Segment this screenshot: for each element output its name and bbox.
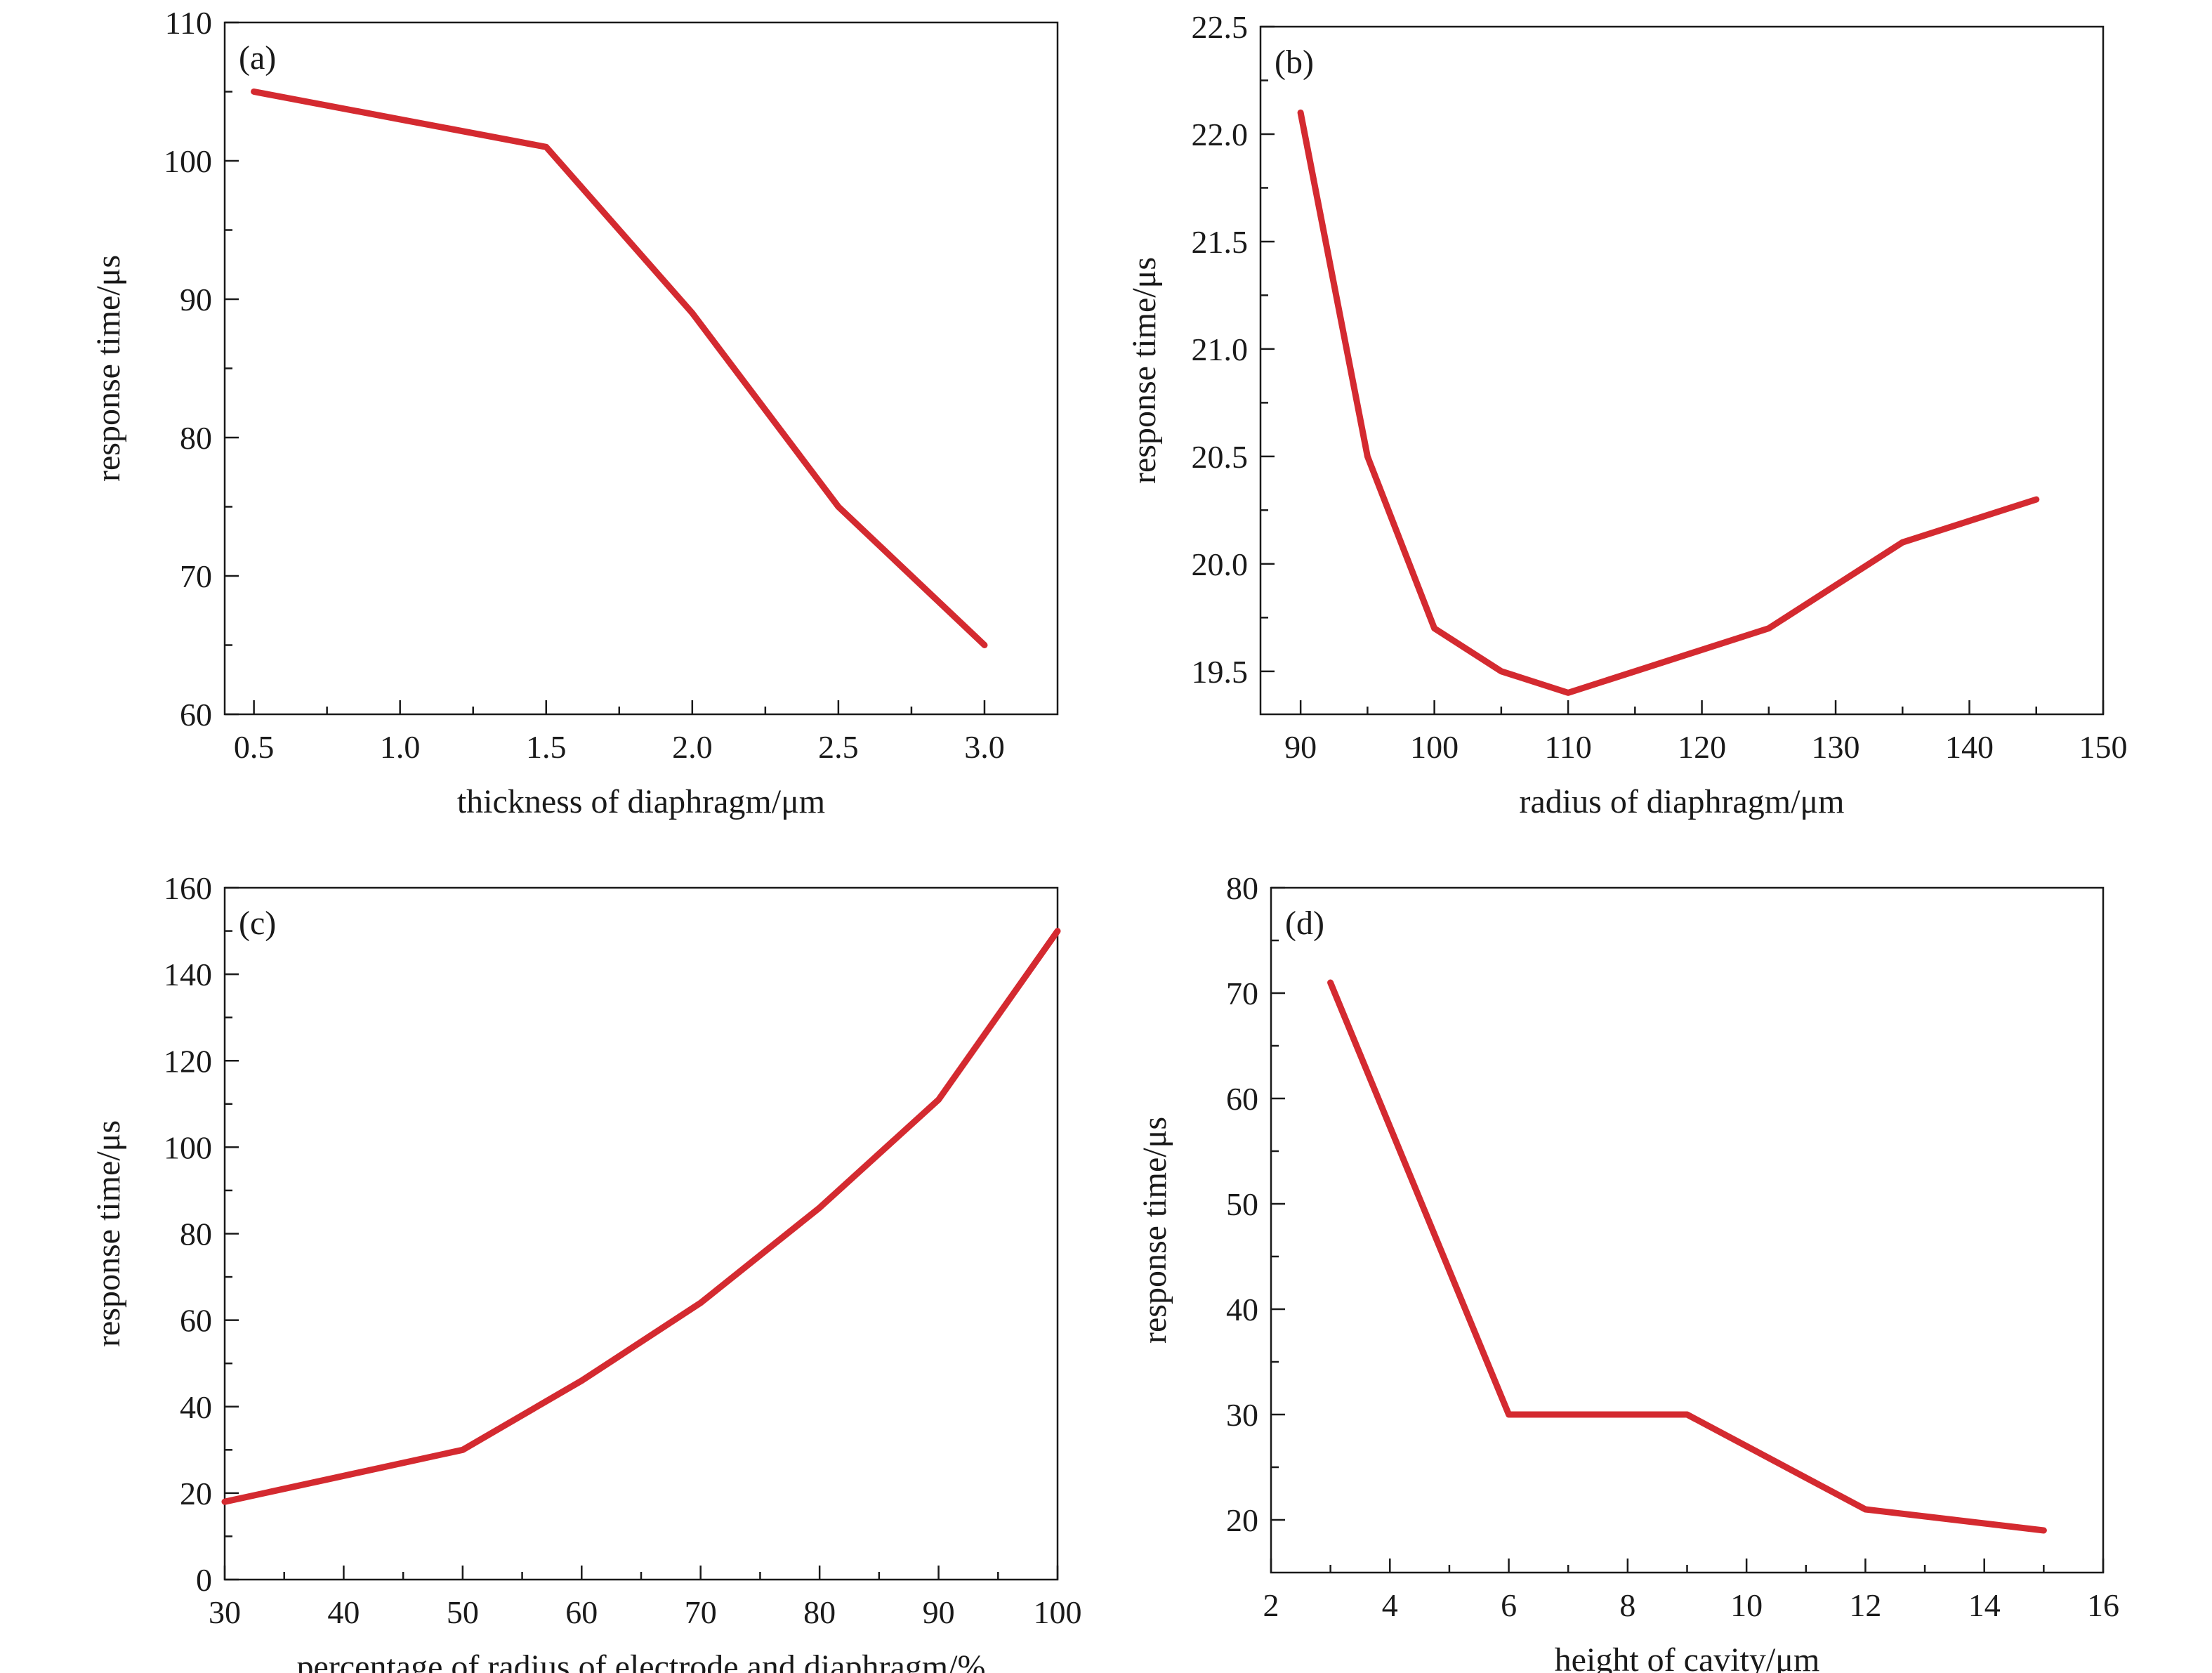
y-tick-label: 0 [196,1562,212,1598]
y-axis-title: response time/μs [1136,1117,1173,1344]
x-axis-title: radius of diaphragm/μm [1520,783,1845,820]
y-tick-label: 160 [164,870,212,906]
x-tick-label: 130 [1812,729,1860,765]
panel-d: 2 4 6 8 10 12 14 16 20 30 40 50 60 70 80 height of cavi… [1136,870,2119,1673]
y-tick-label: 20.0 [1192,546,1249,582]
x-tick-label: 70 [685,1594,717,1630]
y-tick-label: 90 [180,282,212,317]
y-tick-label: 70 [180,558,212,594]
x-axis-title: thickness of diaphragm/μm [457,783,825,820]
y-tick-label: 60 [180,1303,212,1339]
y-tick-label: 50 [1226,1186,1258,1222]
x-tick-label: 60 [565,1594,598,1630]
panel-label: (d) [1285,905,1324,942]
x-tick-label: 150 [2079,729,2128,765]
x-axis-title: percentage of radius of electrode and di… [297,1648,986,1673]
panel-a: 0.5 1.0 1.5 2.0 2.5 3.0 60 70 80 90 100 110 thicknes… [90,5,1059,820]
series-line [251,88,988,648]
y-tick-label: 20 [1226,1502,1258,1538]
y-tick-label: 110 [165,5,212,41]
x-tick-label: 0.5 [234,729,275,765]
panel-b: 90 100 110 120 130 140 150 19.5 20.0 20.5 21.0 21.5… [1126,9,2128,820]
series-line [221,928,1061,1505]
x-tick-label: 6 [1501,1587,1517,1623]
x-tick-label: 100 [1410,729,1459,765]
x-tick-label: 4 [1382,1587,1398,1623]
x-tick-label: 14 [1968,1587,2001,1623]
y-tick-label: 60 [180,697,212,733]
y-tick-label: 40 [1226,1292,1258,1327]
x-tick-label: 40 [327,1594,360,1630]
plot-frame [1270,886,2105,1574]
x-tick-label: 140 [1945,729,1994,765]
x-tick-label: 30 [209,1594,241,1630]
y-tick-label: 19.5 [1192,654,1249,690]
x-tick-label: 90 [923,1594,955,1630]
x-tick-label: 110 [1544,729,1591,765]
y-tick-label: 30 [1226,1397,1258,1433]
y-tick-label: 70 [1226,976,1258,1011]
series-line [1297,109,2040,696]
y-tick-label: 80 [180,1216,212,1252]
y-tick-label: 22.5 [1192,9,1249,45]
x-tick-label: 90 [1284,729,1317,765]
y-tick-label: 80 [1226,870,1258,906]
panel-label: (c) [239,905,276,942]
x-tick-label: 2.5 [818,729,859,765]
series-line [1327,979,2047,1534]
y-tick-label: 22.0 [1192,117,1249,152]
panel-c: 30 40 50 60 70 80 90 100 0 20 40 60 80 100 120 140 160 pe… [90,870,1082,1673]
plot-frame [1259,25,2105,716]
x-tick-label: 10 [1730,1587,1763,1623]
x-tick-label: 2.0 [672,729,713,765]
x-tick-label: 16 [2087,1587,2119,1623]
x-tick-label: 3.0 [964,729,1005,765]
y-axis-title: response time/μs [1126,257,1163,484]
x-tick-label: 2 [1263,1587,1279,1623]
x-tick-label: 80 [803,1594,836,1630]
y-tick-label: 80 [180,420,212,456]
y-axis-title: response time/μs [90,255,127,482]
y-tick-label: 120 [164,1043,212,1079]
x-tick-label: 8 [1619,1587,1635,1623]
y-tick-label: 20.5 [1192,439,1249,475]
y-tick-label: 40 [180,1389,212,1425]
y-tick-label: 21.5 [1192,224,1249,260]
x-tick-label: 120 [1678,729,1726,765]
panel-label: (a) [239,39,276,77]
x-tick-label: 1.5 [526,729,567,765]
plot-frame [223,21,1059,716]
x-tick-label: 12 [1849,1587,1881,1623]
panel-label: (b) [1275,44,1314,81]
y-tick-label: 21.0 [1192,332,1249,367]
y-tick-label: 100 [164,1129,212,1165]
x-tick-label: 1.0 [380,729,421,765]
y-tick-label: 100 [164,143,212,179]
x-tick-label: 50 [447,1594,479,1630]
x-axis-title: height of cavity/μm [1555,1641,1820,1673]
y-tick-label: 140 [164,957,212,992]
y-tick-label: 60 [1226,1081,1258,1117]
x-tick-label: 100 [1034,1594,1082,1630]
y-axis-title: response time/μs [90,1120,127,1347]
y-tick-label: 20 [180,1476,212,1511]
